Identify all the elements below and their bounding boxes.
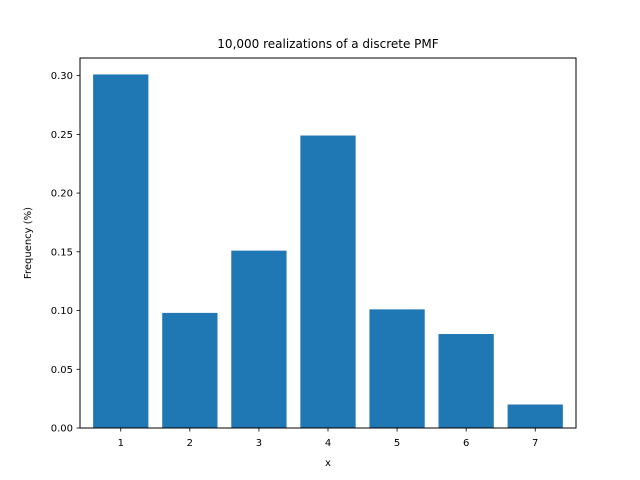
- y-tick-label: 0.20: [51, 189, 73, 200]
- x-tick-label: 4: [325, 438, 331, 449]
- x-tick-label: 6: [463, 438, 469, 449]
- x-tick-label: 5: [394, 438, 400, 449]
- y-tick-label: 0.05: [51, 365, 73, 376]
- chart-title: 10,000 realizations of a discrete PMF: [217, 37, 438, 51]
- x-axis-label: x: [325, 458, 331, 469]
- x-tick-label: 2: [187, 438, 193, 449]
- y-axis-label: Frequency (%): [23, 207, 34, 279]
- bar-1: [93, 74, 149, 428]
- bar-3: [231, 250, 287, 428]
- bar-7: [507, 404, 563, 428]
- bar-2: [162, 312, 218, 428]
- plot-area: 1 2 3 4 5 6 7 0.00 0.05 0.10 0.15 0.20 0.25 0.30: [51, 71, 563, 449]
- x-tick-label: 1: [118, 438, 124, 449]
- bar-5: [369, 309, 425, 428]
- y-tick-label: 0.25: [51, 130, 73, 141]
- x-tick-label: 7: [532, 438, 538, 449]
- bar-4: [300, 135, 356, 428]
- plot-frame: [79, 57, 577, 429]
- y-tick-label: 0.10: [51, 306, 73, 317]
- y-tick-label: 0.30: [51, 71, 73, 82]
- y-tick-label: 0.00: [51, 424, 73, 435]
- bar-6: [438, 334, 494, 428]
- y-tick-label: 0.15: [51, 247, 73, 258]
- x-tick-label: 3: [256, 438, 262, 449]
